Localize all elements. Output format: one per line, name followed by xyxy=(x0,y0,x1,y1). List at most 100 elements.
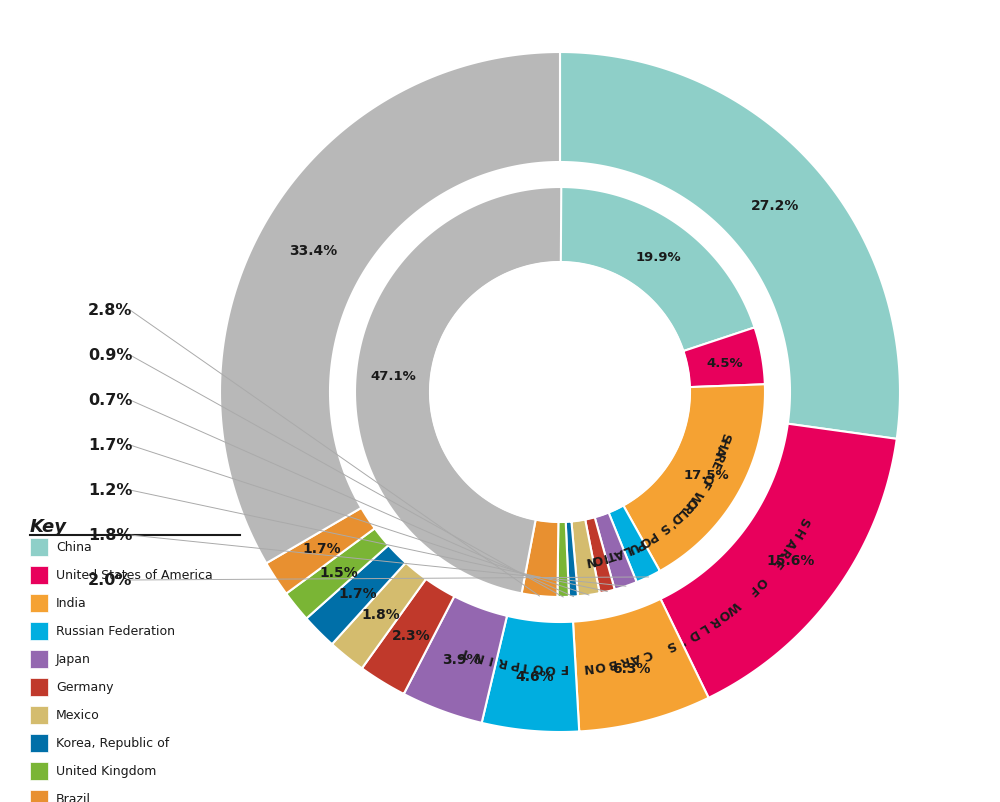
Text: 4.5%: 4.5% xyxy=(707,356,743,369)
Polygon shape xyxy=(557,522,569,597)
Text: A: A xyxy=(712,444,728,457)
Text: Korea, Republic of: Korea, Republic of xyxy=(56,736,169,750)
Text: L: L xyxy=(673,505,688,520)
Text: 4.6%: 4.6% xyxy=(516,669,554,683)
Text: C: C xyxy=(641,646,653,661)
Polygon shape xyxy=(609,506,660,582)
Text: Brazil: Brazil xyxy=(56,792,91,802)
Text: B: B xyxy=(605,655,617,670)
Text: F: F xyxy=(744,582,759,597)
Text: E: E xyxy=(768,555,784,570)
Text: L: L xyxy=(619,542,631,557)
Text: United States of America: United States of America xyxy=(56,569,213,581)
Text: P: P xyxy=(631,535,646,551)
Text: Russian Federation: Russian Federation xyxy=(56,625,175,638)
Text: 2.0%: 2.0% xyxy=(88,573,132,588)
Text: 27.2%: 27.2% xyxy=(751,199,799,213)
Text: N: N xyxy=(581,659,593,673)
FancyBboxPatch shape xyxy=(30,622,48,640)
Polygon shape xyxy=(404,597,507,723)
Text: R: R xyxy=(709,451,725,464)
Text: T: T xyxy=(521,658,531,672)
Text: United Kingdom: United Kingdom xyxy=(56,764,156,777)
Text: H: H xyxy=(789,525,805,540)
Text: O: O xyxy=(682,493,699,510)
Text: S: S xyxy=(717,431,732,443)
Text: I: I xyxy=(600,549,608,563)
Text: R: R xyxy=(495,654,507,668)
Text: 6.3%: 6.3% xyxy=(612,661,651,675)
Text: 19.9%: 19.9% xyxy=(635,250,681,263)
Text: S: S xyxy=(663,637,677,652)
Text: 1.8%: 1.8% xyxy=(362,607,400,621)
Polygon shape xyxy=(355,188,561,593)
Text: R: R xyxy=(775,545,791,561)
Text: I: I xyxy=(486,651,493,665)
Text: 0.7%: 0.7% xyxy=(88,393,132,408)
Polygon shape xyxy=(623,385,765,571)
Text: E: E xyxy=(706,458,722,471)
Polygon shape xyxy=(220,53,560,564)
Text: 33.4%: 33.4% xyxy=(289,244,337,257)
Text: R: R xyxy=(705,613,721,629)
Text: N: N xyxy=(471,646,484,662)
Text: W: W xyxy=(723,597,742,615)
Text: A: A xyxy=(611,545,625,560)
Text: P: P xyxy=(644,528,659,544)
Text: O: O xyxy=(715,606,731,622)
Text: S: S xyxy=(795,514,811,529)
FancyBboxPatch shape xyxy=(30,566,48,585)
Polygon shape xyxy=(595,513,637,589)
Text: 3.9%: 3.9% xyxy=(442,652,480,666)
Text: China: China xyxy=(56,541,92,554)
FancyBboxPatch shape xyxy=(30,762,48,780)
FancyBboxPatch shape xyxy=(30,538,48,557)
Text: 1.7%: 1.7% xyxy=(302,542,341,556)
Text: O: O xyxy=(590,551,603,565)
Text: A: A xyxy=(629,649,642,664)
Polygon shape xyxy=(683,328,765,387)
Polygon shape xyxy=(560,53,900,439)
Text: Key: Key xyxy=(30,517,67,535)
Text: F: F xyxy=(696,476,711,491)
Polygon shape xyxy=(566,522,578,597)
FancyBboxPatch shape xyxy=(30,790,48,802)
Text: T: T xyxy=(460,643,472,658)
Polygon shape xyxy=(571,520,600,597)
Text: 1.7%: 1.7% xyxy=(88,438,132,453)
FancyBboxPatch shape xyxy=(30,706,48,724)
Text: Japan: Japan xyxy=(56,653,91,666)
Text: O: O xyxy=(593,657,605,671)
Text: U: U xyxy=(625,538,639,554)
Text: 1.7%: 1.7% xyxy=(339,586,377,600)
Text: D: D xyxy=(684,626,700,642)
Text: 1.2%: 1.2% xyxy=(88,483,132,498)
Text: D: D xyxy=(667,509,683,526)
Text: L: L xyxy=(696,620,709,635)
Text: Germany: Germany xyxy=(56,681,114,694)
Text: O: O xyxy=(637,531,653,548)
Polygon shape xyxy=(306,545,406,644)
Polygon shape xyxy=(286,529,388,618)
Text: W: W xyxy=(686,487,704,505)
Polygon shape xyxy=(330,163,790,622)
Polygon shape xyxy=(332,563,426,669)
Text: T: T xyxy=(605,547,617,562)
Text: 1.8%: 1.8% xyxy=(88,528,132,543)
Text: 15.6%: 15.6% xyxy=(766,553,815,567)
Text: R: R xyxy=(677,500,693,515)
Text: 2.3%: 2.3% xyxy=(392,628,430,642)
Polygon shape xyxy=(362,579,454,694)
Polygon shape xyxy=(266,508,375,593)
Text: ': ' xyxy=(676,633,686,646)
Polygon shape xyxy=(585,517,615,593)
Polygon shape xyxy=(522,520,558,597)
Text: F: F xyxy=(558,661,567,674)
Text: India: India xyxy=(56,597,87,610)
Text: A: A xyxy=(782,535,798,550)
Text: O: O xyxy=(752,573,768,589)
Text: O: O xyxy=(699,469,716,485)
Text: O: O xyxy=(532,659,544,673)
Text: 0.9%: 0.9% xyxy=(88,348,132,363)
Text: ': ' xyxy=(664,516,675,529)
